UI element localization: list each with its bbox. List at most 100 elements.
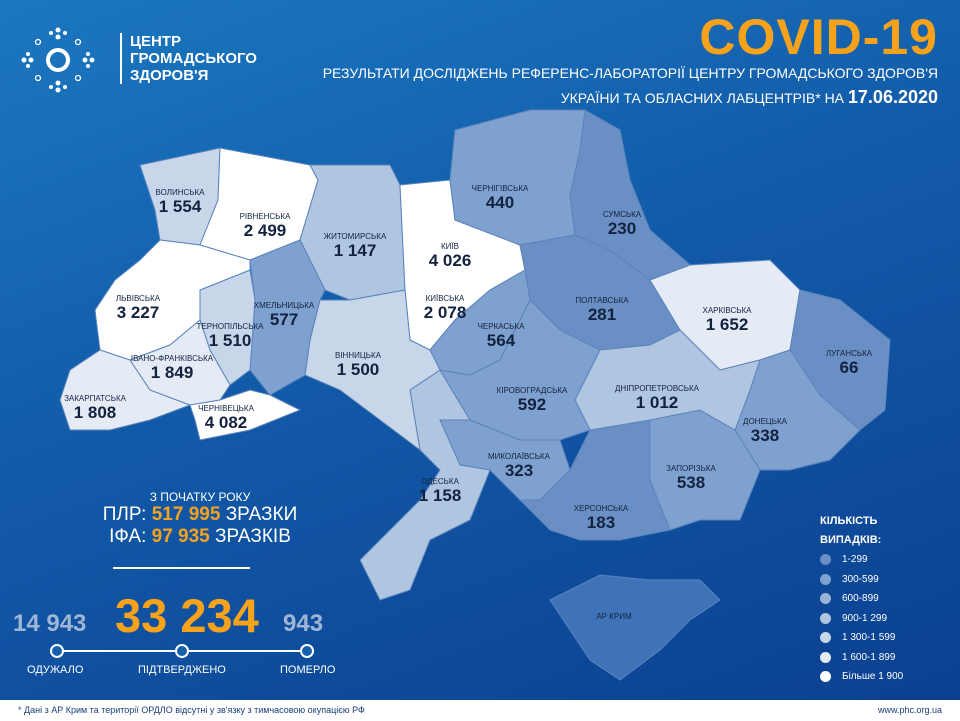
region-name: ПОЛТАВСЬКА — [575, 296, 629, 305]
region-name: ЗАКАРПАТСЬКА — [64, 394, 126, 403]
pcr-unit: ЗРАЗКИ — [225, 504, 298, 525]
legend-label: 1 600-1 899 — [842, 651, 896, 663]
legend-item: 1 300-1 599 — [820, 628, 903, 648]
region-name: СУМСЬКА — [602, 210, 642, 219]
region-label: ЗАПОРІЗЬКА 538 — [666, 464, 716, 493]
subtitle-line-1: РЕЗУЛЬТАТИ ДОСЛІДЖЕНЬ РЕФЕРЕНС-ЛАБОРАТОР… — [322, 65, 938, 81]
region-label: ЗАКАРПАТСЬКА 1 808 — [64, 394, 126, 423]
legend-label: Більше 1 900 — [842, 671, 904, 683]
timeline-dot — [300, 644, 314, 658]
legend-label: 1 300-1 599 — [842, 632, 896, 644]
ifa-value: 97 935 — [151, 526, 210, 547]
region-value: 230 — [607, 219, 637, 238]
legend-item: 600-899 — [820, 589, 903, 609]
legend-swatch — [820, 612, 831, 624]
region-name: КИЇВСЬКА — [425, 294, 465, 303]
region-value: 66 — [839, 358, 859, 377]
region-shape — [359, 369, 491, 601]
region-label: ХМЕЛЬНИЦЬКА 577 — [254, 301, 315, 330]
region-value: 1 012 — [635, 393, 679, 412]
region-shape — [549, 574, 721, 681]
footer: * Дані з АР Крим та території ОРДЛО відс… — [0, 700, 960, 721]
legend-swatch — [820, 554, 831, 566]
region-value: 1 500 — [336, 360, 380, 379]
region-value: 3 227 — [116, 303, 160, 322]
region-name: ЛУГАНСЬКА — [825, 349, 873, 358]
region-name: ХЕРСОНСЬКА — [573, 504, 629, 513]
region-value: 1 158 — [418, 486, 462, 505]
region-value: 1 808 — [73, 403, 117, 422]
region-label: ХАРКІВСЬКА 1 652 — [703, 306, 752, 335]
ifa-label: ІФА: — [109, 526, 147, 547]
region-value: 323 — [504, 461, 534, 480]
region-value: 577 — [269, 310, 299, 329]
timeline-dot — [50, 644, 64, 658]
region-name: ІВАНО-ФРАНКІВСЬКА — [130, 354, 214, 363]
region-shape — [449, 109, 586, 246]
region-label: ЛУГАНСЬКА 66 — [826, 349, 872, 378]
region-value: 281 — [587, 305, 617, 324]
region-label: ЖИТОМИРСЬКА 1 147 — [324, 232, 387, 261]
legend-item: Більше 1 900 — [820, 667, 903, 687]
legend-item: 1 600-1 899 — [820, 648, 903, 668]
logo-line: ГРОМАДСЬКОГО — [130, 50, 257, 67]
deaths-label: ПОМЕРЛО — [280, 664, 336, 676]
region-label: КИЇВСЬКА 2 078 — [424, 294, 467, 323]
region-name: ДОНЕЦЬКА — [743, 417, 787, 426]
region-value: 592 — [517, 395, 547, 414]
region-label: КІРОВОГРАДСЬКА 592 — [497, 386, 568, 415]
region-label: ЧЕРНІГІВСЬКА 440 — [472, 184, 529, 213]
region-shape — [429, 269, 531, 376]
region-value: 2 078 — [423, 303, 467, 322]
region-shape — [59, 349, 192, 431]
region-label: ЧЕРНІВЕЦЬКА 4 082 — [198, 404, 254, 433]
region-name: МИКОЛАЇВСЬКА — [487, 452, 551, 461]
ifa-row: ІФА: 97 935 ЗРАЗКІВ — [70, 526, 330, 548]
subtitle-text: УКРАЇНИ ТА ОБЛАСНИХ ЛАБЦЕНТРІВ* НА — [560, 90, 845, 106]
logo-line: ЗДОРОВ'Я — [130, 67, 209, 84]
region-value: 1 849 — [150, 363, 194, 382]
region-name: ЗАПОРІЗЬКА — [666, 464, 716, 473]
legend-item: 1-299 — [820, 550, 903, 570]
pcr-label: ПЛР: — [102, 504, 147, 525]
report-date: 17.06.2020 — [847, 87, 938, 107]
region-name: ЧЕРНІГІВСЬКА — [471, 184, 529, 193]
region-label: ВОЛИНСЬКА 1 554 — [155, 188, 204, 217]
region-name: ЧЕРНІВЕЦЬКА — [198, 404, 254, 413]
region-label: ДНІПРОПЕТРОВСЬКА 1 012 — [615, 384, 699, 413]
legend-item: 900-1 299 — [820, 609, 903, 629]
logo-text: ЦЕНТР ГРОМАДСЬКОГО ЗДОРОВ'Я — [120, 33, 257, 84]
region-label: МИКОЛАЇВСЬКА 323 — [488, 452, 550, 481]
since-label: З ПОЧАТКУ РОКУ — [149, 490, 251, 504]
region-label: РІВНЕНСЬКА 2 499 — [240, 212, 291, 241]
region-name: ХАРКІВСЬКА — [702, 306, 752, 315]
region-shape — [129, 319, 231, 406]
deaths-value: 943 — [283, 610, 324, 637]
region-name: ОДЕСЬКА — [421, 477, 459, 486]
region-label: АР КРИМ — [596, 612, 631, 621]
logo-icon — [21, 27, 95, 93]
region-label: ДОНЕЦЬКА 338 — [743, 417, 787, 446]
website-link[interactable]: www.phc.org.ua — [877, 705, 942, 715]
region-value: 4 026 — [428, 251, 472, 270]
subtitle: РЕЗУЛЬТАТИ ДОСЛІДЖЕНЬ РЕФЕРЕНС-ЛАБОРАТОР… — [323, 61, 938, 110]
legend-item: 300-599 — [820, 570, 903, 590]
region-name: ХМЕЛЬНИЦЬКА — [253, 301, 315, 310]
pcr-row: ПЛР: 517 995 ЗРАЗКИ — [70, 504, 330, 526]
legend-label: 300-599 — [842, 573, 879, 585]
recovered-label: ОДУЖАЛО — [27, 664, 84, 676]
region-value: 538 — [676, 473, 706, 492]
footer-note: * Дані з АР Крим та території ОРДЛО відс… — [18, 705, 365, 715]
region-label: КИЇВ 4 026 — [429, 242, 472, 271]
region-name: КІРОВОГРАДСЬКА — [496, 386, 568, 395]
region-label: СУМСЬКА 230 — [603, 210, 641, 239]
region-name: КИЇВ — [441, 242, 459, 251]
legend-swatch — [820, 671, 831, 683]
tests-summary: З ПОЧАТКУ РОКУ ПЛР: 517 995 ЗРАЗКИ ІФА: … — [103, 490, 297, 548]
timeline-dot — [175, 644, 189, 658]
legend-label: 900-1 299 — [842, 612, 888, 624]
page-title: COVID-19 — [699, 9, 938, 65]
legend-swatch — [820, 651, 831, 663]
region-name: ТЕРНОПІЛЬСЬКА — [196, 322, 264, 331]
